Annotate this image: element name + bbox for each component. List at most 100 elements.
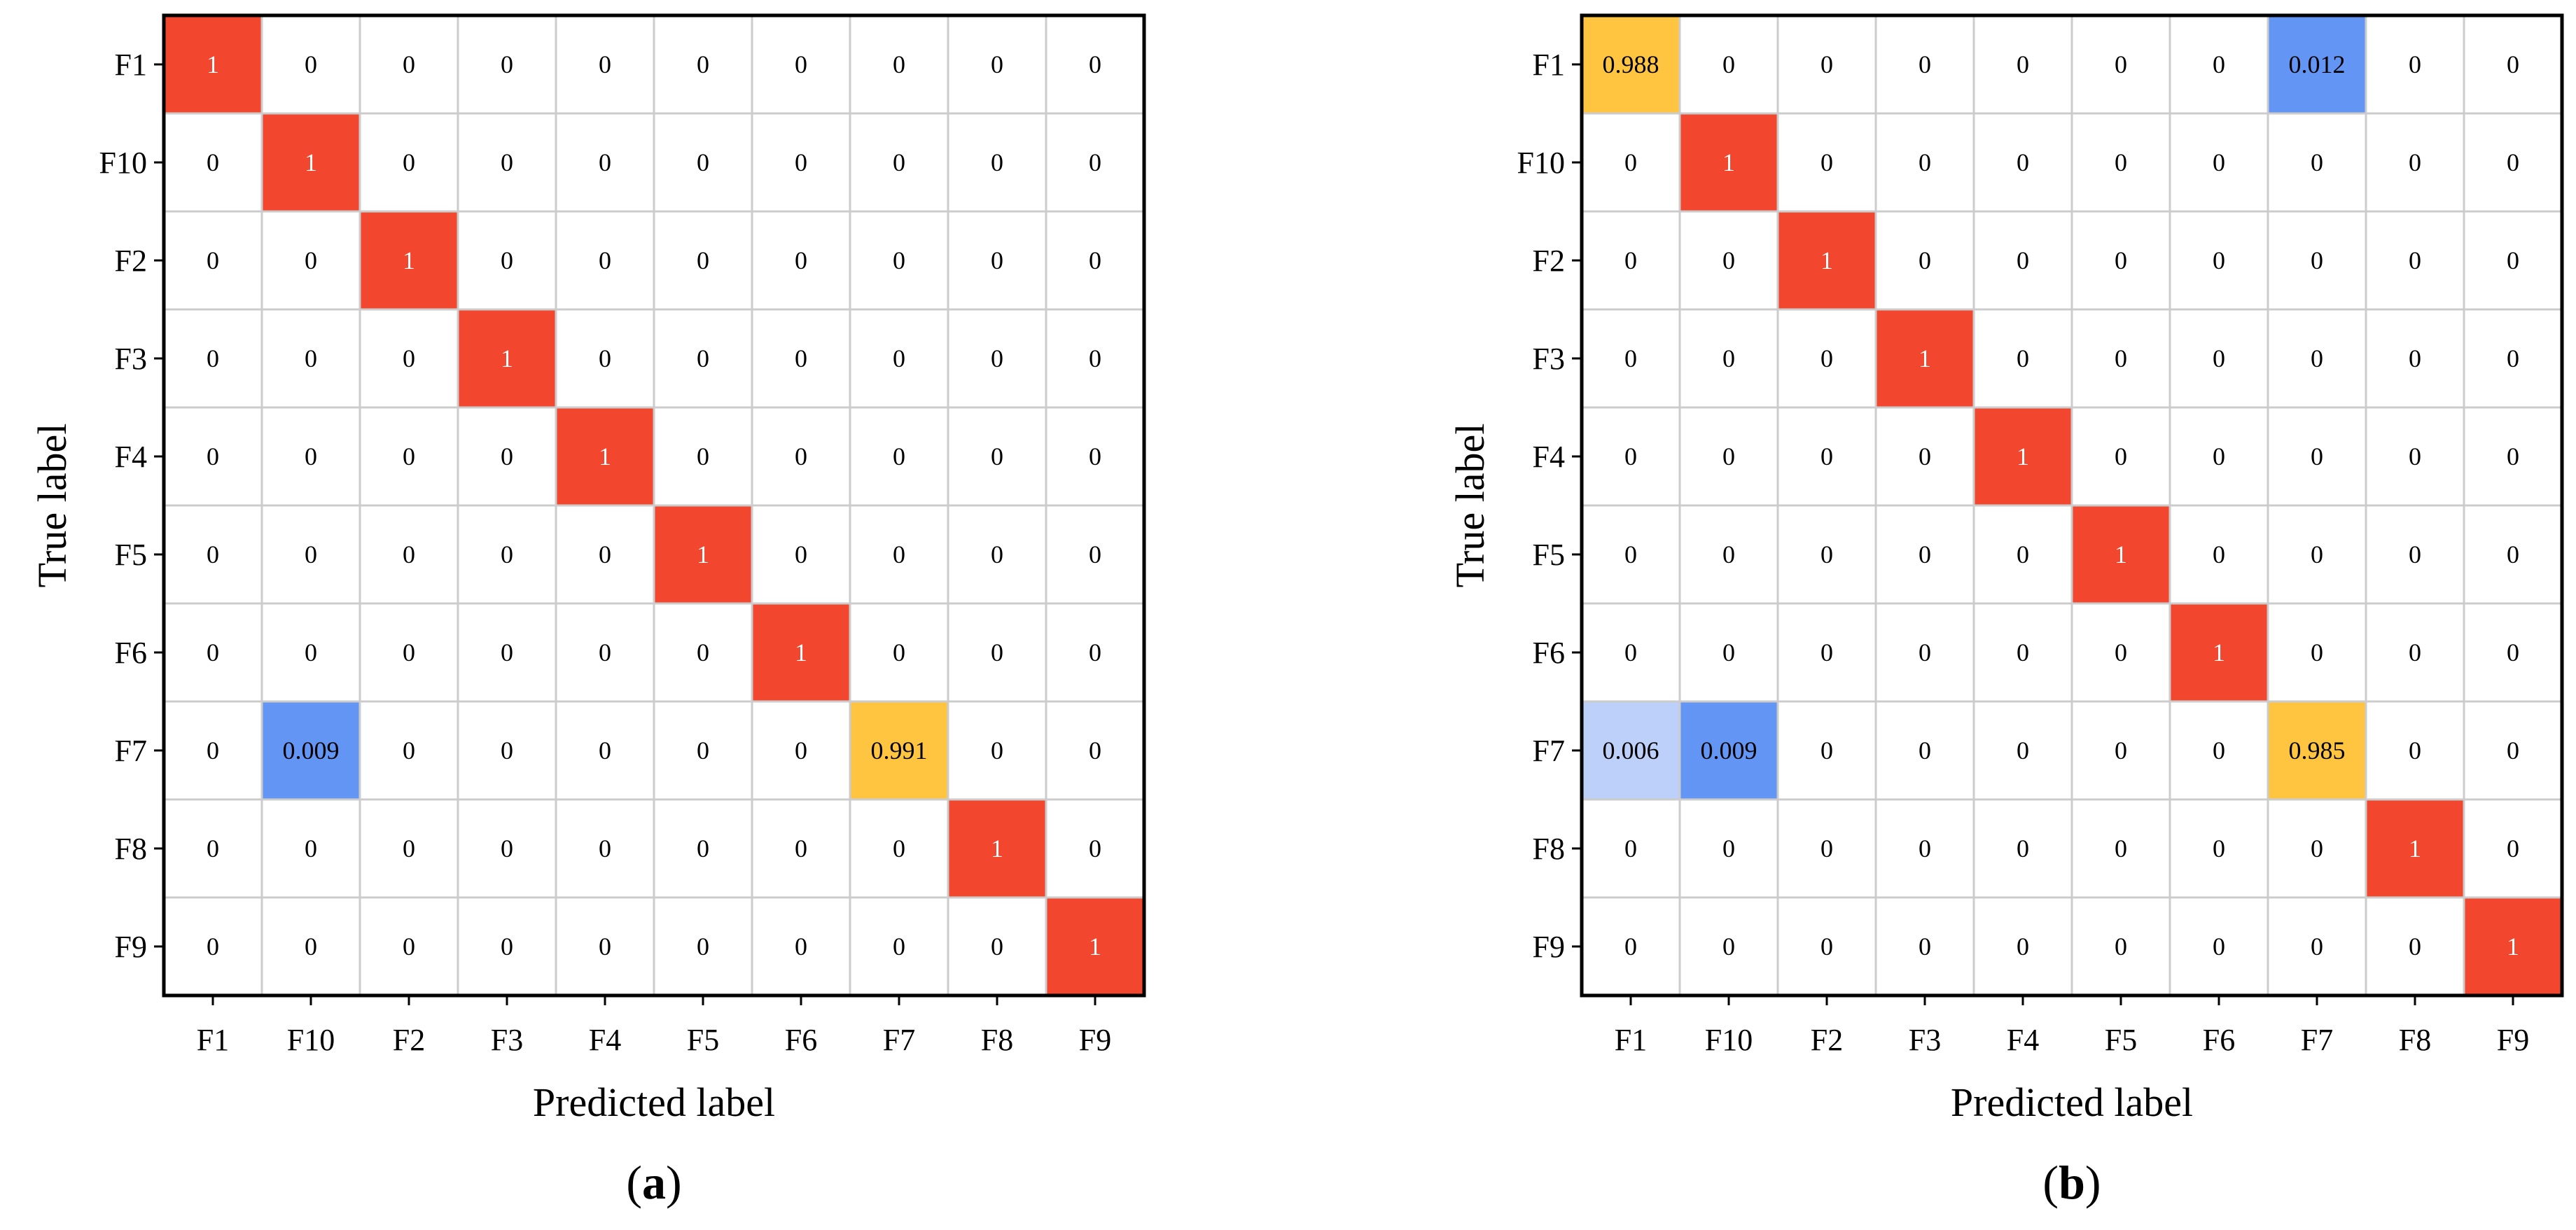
matrix-cell — [360, 407, 458, 505]
cell-value-label: 0 — [1919, 246, 1931, 274]
cell-value-label: 0 — [991, 540, 1003, 568]
matrix-cell — [1876, 799, 1974, 897]
cell-value-label: 0 — [2115, 50, 2127, 78]
cell-value-label: 0 — [2115, 932, 2127, 960]
cell-value-label: 0 — [207, 540, 219, 568]
y-tick-label: F3 — [115, 342, 147, 376]
matrix-cell — [948, 799, 1046, 897]
cell-value-label: 0 — [1820, 932, 1833, 960]
matrix-cell — [1046, 407, 1144, 505]
matrix-cell — [262, 897, 360, 995]
matrix-cell — [1778, 701, 1876, 799]
matrix-cell — [2170, 113, 2268, 211]
cell-value-label: 0 — [2311, 834, 2323, 862]
cell-value-label: 0 — [1820, 540, 1833, 568]
x-tick-label: F3 — [491, 1023, 523, 1057]
matrix-cell — [556, 701, 654, 799]
cell-value-label: 0 — [599, 540, 611, 568]
matrix-cell — [850, 897, 948, 995]
matrix-cell — [262, 15, 360, 113]
cell-value-label: 0 — [207, 834, 219, 862]
matrix-cell — [262, 211, 360, 309]
matrix-cell — [948, 211, 1046, 309]
cell-value-label: 0 — [501, 246, 513, 274]
cell-value-label: 0 — [2115, 736, 2127, 764]
cell-value-label: 0 — [1820, 834, 1833, 862]
x-tick-label: F1 — [197, 1023, 229, 1057]
cell-value-label: 0 — [2409, 344, 2421, 372]
matrix-cell — [1680, 407, 1778, 505]
x-tick-label: F1 — [1615, 1023, 1647, 1057]
matrix-cell — [164, 211, 262, 309]
cell-value-label: 0 — [207, 148, 219, 176]
cell-value-label: 0 — [2115, 442, 2127, 470]
cell-value-label: 0 — [1722, 638, 1735, 666]
matrix-cell — [1680, 603, 1778, 701]
cell-value-label: 0 — [893, 148, 905, 176]
matrix-cell — [2072, 211, 2170, 309]
cell-value-label: 0 — [1089, 50, 1101, 78]
matrix-cell — [1046, 211, 1144, 309]
matrix-cell — [556, 897, 654, 995]
cell-value-label: 0 — [1820, 344, 1833, 372]
cell-value-label: 1 — [2409, 834, 2421, 862]
cell-value-label: 0 — [1722, 50, 1735, 78]
cell-value-label: 0 — [501, 540, 513, 568]
cell-value-label: 0 — [2017, 344, 2029, 372]
matrix-cell — [360, 799, 458, 897]
matrix-cell — [556, 211, 654, 309]
cell-value-label: 0 — [2311, 344, 2323, 372]
matrix-cell — [360, 309, 458, 407]
matrix-cell — [164, 505, 262, 603]
matrix-cell — [2170, 505, 2268, 603]
cell-value-label: 0 — [991, 736, 1003, 764]
matrix-cell — [752, 113, 850, 211]
matrix-cell — [1680, 505, 1778, 603]
matrix-cell — [1778, 407, 1876, 505]
y-tick-label: F9 — [115, 930, 147, 964]
cell-value-label: 0 — [2507, 540, 2519, 568]
matrix-cell — [2366, 309, 2464, 407]
matrix-cell — [2170, 15, 2268, 113]
cell-value-label: 0 — [697, 344, 709, 372]
cell-value-label: 0 — [599, 50, 611, 78]
cell-value-label: 0 — [305, 246, 317, 274]
matrix-cell — [360, 603, 458, 701]
y-tick-label: F6 — [1533, 636, 1565, 670]
matrix-cell — [2268, 309, 2366, 407]
cell-value-label: 0 — [1820, 736, 1833, 764]
y-tick-label: F10 — [1517, 146, 1565, 180]
cell-value-label: 0 — [795, 834, 807, 862]
cell-value-label: 0 — [305, 50, 317, 78]
matrix-cell — [2268, 505, 2366, 603]
y-tick-label: F6 — [115, 636, 147, 670]
matrix-cell — [850, 309, 948, 407]
x-tick-label: F4 — [589, 1023, 621, 1057]
matrix-cell — [752, 15, 850, 113]
matrix-cell — [1582, 505, 1680, 603]
matrix-cell — [262, 309, 360, 407]
cell-value-label: 0 — [1624, 834, 1637, 862]
cell-value-label: 0 — [697, 442, 709, 470]
cell-value-label: 0.006 — [1603, 736, 1659, 764]
cell-value-label: 0 — [501, 834, 513, 862]
cell-value-label: 0 — [893, 540, 905, 568]
cell-value-label: 0.009 — [283, 736, 340, 764]
cell-value-label: 0 — [2213, 932, 2225, 960]
matrix-cell — [2072, 113, 2170, 211]
matrix-cell — [1046, 799, 1144, 897]
matrix-cell — [948, 505, 1046, 603]
matrix-cell — [1876, 897, 1974, 995]
matrix-cell — [458, 309, 556, 407]
matrix-cell — [360, 897, 458, 995]
matrix-cell — [1876, 113, 1974, 211]
cell-value-label: 0 — [1624, 344, 1637, 372]
cell-value-label: 0 — [1820, 50, 1833, 78]
matrix-cell — [360, 15, 458, 113]
cell-value-label: 0 — [207, 736, 219, 764]
x-tick-label: F6 — [785, 1023, 817, 1057]
cell-value-label: 0 — [893, 50, 905, 78]
cell-value-label: 0 — [501, 736, 513, 764]
matrix-cell — [2464, 113, 2562, 211]
matrix-cell — [654, 799, 752, 897]
